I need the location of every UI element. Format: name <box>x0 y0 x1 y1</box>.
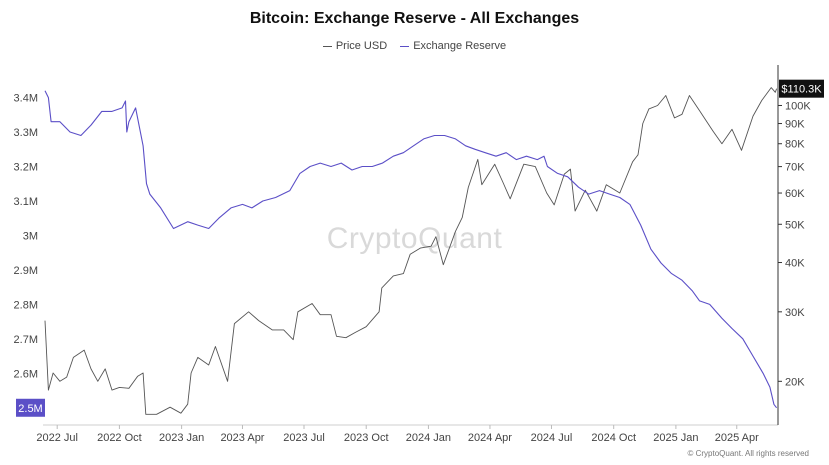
legend-swatch-price <box>322 45 332 47</box>
right-y-tick-label: 100K <box>785 100 811 112</box>
chart-title: Bitcoin: Exchange Reserve - All Exchange… <box>249 10 580 27</box>
legend-label-exchange-reserve: Exchange Reserve <box>413 40 507 53</box>
left-y-tick-label: 3.1M <box>14 196 38 208</box>
x-tick-label: 2025 Jan <box>653 432 698 444</box>
x-tick-label: 2023 Apr <box>220 432 264 444</box>
x-tick-label: 2024 Jan <box>406 432 451 444</box>
x-tick-label: 2022 Oct <box>97 432 142 444</box>
copyright-footer: © CryptoQuant. All rights reserved <box>687 449 810 458</box>
right-current-value-badge <box>779 79 824 98</box>
chart-legend: Price USD Exchange Reserve <box>0 38 829 52</box>
legend-item-exchange-reserve[interactable]: Exchange Reserve <box>400 40 506 52</box>
left-current-value-badge <box>16 398 45 417</box>
right-current-value-label: $110.3K <box>781 84 822 96</box>
x-tick-label: 2024 Apr <box>468 432 512 444</box>
right-y-tick-label: 70K <box>785 162 805 174</box>
left-y-tick-label: 3.4M <box>14 93 38 105</box>
series-line-price-usd <box>44 87 778 415</box>
right-y-tick-label: 20K <box>785 376 805 388</box>
right-y-tick-label: 60K <box>785 188 805 200</box>
x-tick-label: 2023 Jan <box>159 432 204 444</box>
x-tick-label: 2023 Jul <box>283 432 325 444</box>
right-y-tick-label: 50K <box>785 219 805 231</box>
left-y-tick-label: 2.8M <box>14 299 38 311</box>
watermark: CryptoQuant <box>326 222 503 255</box>
left-y-tick-label: 2.7M <box>14 334 38 346</box>
right-y-tick-label: 90K <box>785 119 805 131</box>
right-y-tick-label: 40K <box>785 258 805 270</box>
x-tick-label: 2024 Jul <box>531 432 573 444</box>
left-y-tick-label: 2.9M <box>14 265 38 277</box>
series-line-exchange-reserve <box>44 90 778 409</box>
right-y-tick-label: 30K <box>785 307 805 319</box>
left-y-tick-label: 3.2M <box>14 162 38 174</box>
x-tick-label: 2022 Jul <box>36 432 78 444</box>
legend-item-price[interactable]: Price USD <box>322 40 388 53</box>
x-tick-label: 2023 Oct <box>344 432 389 444</box>
left-y-tick-label: 2.6M <box>14 368 38 380</box>
x-tick-label: 2024 Oct <box>591 432 636 444</box>
left-current-value-label: 2.5M <box>18 403 42 415</box>
x-tick-label: 2025 Apr <box>715 432 759 444</box>
legend-swatch-exchange-reserve <box>400 45 410 47</box>
right-y-tick-label: 80K <box>785 139 805 151</box>
legend-label-price: Price USD <box>335 40 388 53</box>
left-y-tick-label: 3.3M <box>14 127 38 139</box>
left-y-tick-label: 3M <box>23 230 38 242</box>
